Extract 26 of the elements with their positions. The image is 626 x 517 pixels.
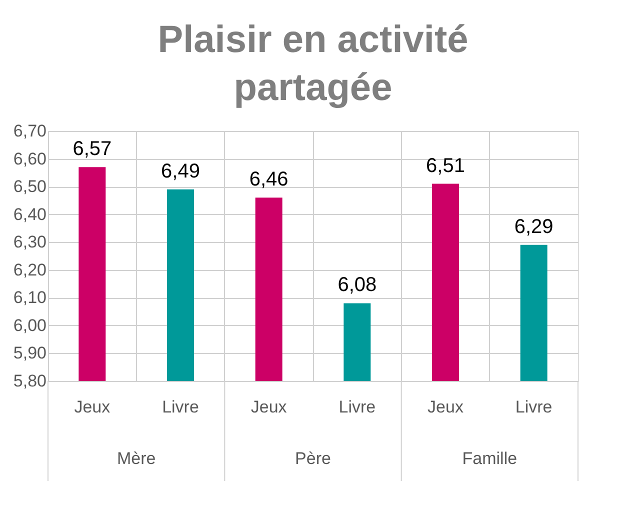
data-label: 6,49 <box>161 160 200 182</box>
data-label: 6,51 <box>426 154 465 177</box>
y-tick-label: 6,50 <box>13 177 46 196</box>
x-tick-label: Jeux <box>250 398 288 416</box>
data-label: 6,46 <box>249 168 288 191</box>
data-label: 6,29 <box>514 216 554 238</box>
y-tick-label: 6,10 <box>13 288 46 308</box>
data-label: 6,57 <box>72 138 112 160</box>
y-tick-label: 6,20 <box>13 260 46 280</box>
text: Père <box>295 449 331 468</box>
y-tick-label: 5,80 <box>13 372 46 390</box>
y-tick-label: 6,60 <box>13 149 46 168</box>
data-label: 6,08 <box>338 274 377 296</box>
y-tick-label: 6,30 <box>13 232 46 252</box>
text: Famille <box>462 449 518 468</box>
y-tick-label: 6,40 <box>13 204 46 224</box>
text: Mère <box>116 449 156 468</box>
x-tick-label: Livre <box>162 398 199 416</box>
x-tick-label: Jeux <box>74 398 111 416</box>
chart-title: Plaisir en activité partagée <box>158 19 468 109</box>
y-tick-label: 6,00 <box>13 316 46 335</box>
x-tick-label: Jeux <box>428 398 464 416</box>
x-tick-label: Livre <box>338 398 376 416</box>
x-tick-label: Livre <box>515 398 552 416</box>
y-tick-label: 5,90 <box>13 344 46 363</box>
y-tick-label: 6,70 <box>13 122 46 140</box>
